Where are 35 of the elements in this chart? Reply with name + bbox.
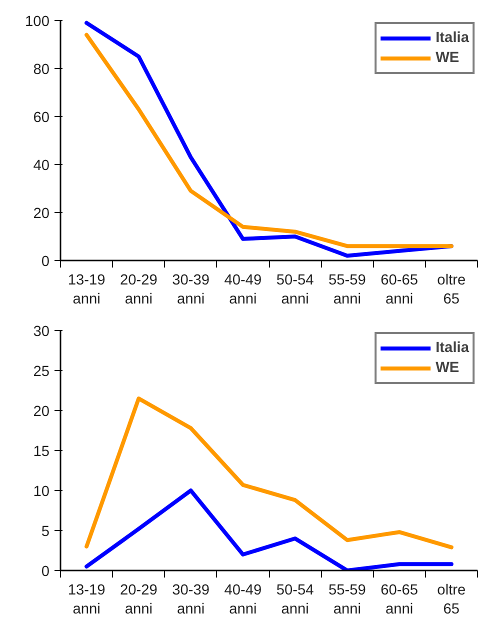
x-tick-label: 40-49 anni: [224, 272, 262, 308]
y-tick-label: 5: [41, 524, 50, 540]
x-tick-label: 50-54 anni: [276, 582, 314, 618]
x-tick-label: 60-65 anni: [380, 582, 418, 618]
x-tick-label: 55-59 anni: [328, 582, 366, 618]
y-tick-label: 60: [33, 110, 50, 126]
y-tick-label: 0: [41, 564, 50, 580]
x-tick-label: 13-19 anni: [68, 272, 106, 308]
y-tick-label: 30: [33, 324, 50, 340]
legend-label: Italia: [436, 30, 469, 46]
y-tick-label: 80: [33, 62, 50, 78]
x-tick-label: 20-29 anni: [120, 272, 158, 308]
legend-label: WE: [436, 360, 460, 376]
x-tick-label: 13-19 anni: [68, 582, 106, 618]
x-tick-label: 50-54 anni: [276, 272, 314, 308]
y-tick-label: 15: [33, 444, 50, 460]
x-tick-label: oltre 65: [437, 582, 466, 618]
x-tick-label: 55-59 anni: [328, 272, 366, 308]
y-tick-label: 20: [33, 206, 50, 222]
x-tick-label: 40-49 anni: [224, 582, 262, 618]
y-tick-label: 100: [25, 14, 50, 30]
legend-label: WE: [436, 50, 460, 66]
legend-label: Italia: [436, 340, 469, 356]
y-tick-label: 0: [41, 254, 50, 270]
y-tick-label: 20: [33, 404, 50, 420]
y-tick-label: 10: [33, 484, 50, 500]
x-tick-label: 20-29 anni: [120, 582, 158, 618]
x-tick-label: 60-65 anni: [380, 272, 418, 308]
line-series: [84, 396, 454, 550]
y-tick-label: 25: [33, 364, 50, 380]
x-tick-label: oltre 65: [437, 272, 466, 308]
y-tick-label: 40: [33, 158, 50, 174]
x-tick-label: 30-39 anni: [172, 272, 210, 308]
x-tick-label: 30-39 anni: [172, 582, 210, 618]
line-series: [84, 488, 454, 570]
